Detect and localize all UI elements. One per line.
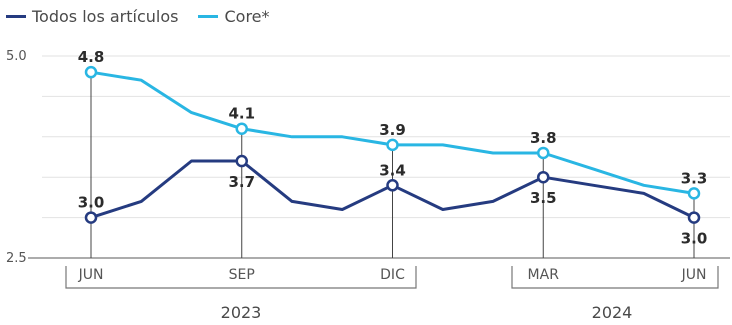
point-marker-s0-1 <box>235 154 248 168</box>
legend-item-todos: Todos los artículos <box>6 7 178 26</box>
y-tick-label-top: 5.0 <box>6 49 27 64</box>
legend-label-todos: Todos los artículos <box>32 6 179 26</box>
point-marker-s0-2 <box>386 179 399 192</box>
data-label-s0-0: 3.0 <box>78 194 105 212</box>
point-marker-s1-2 <box>386 138 399 152</box>
y-tick-label-bottom: 2.5 <box>6 251 27 266</box>
data-label-s0-4: 3.0 <box>681 230 708 248</box>
chart-legend: Todos los artículos Core* <box>6 4 290 28</box>
point-marker-s0-4 <box>687 211 701 224</box>
legend-swatch-todos <box>6 14 26 18</box>
point-marker-s0-0 <box>84 211 98 224</box>
data-label-s1-3: 3.8 <box>530 129 557 147</box>
legend-item-core: Core* <box>198 6 270 26</box>
year-bracket-2024 <box>511 266 719 289</box>
data-label-s1-4: 3.3 <box>681 169 708 187</box>
data-label-s0-3: 3.5 <box>530 189 557 207</box>
point-marker-s1-3 <box>537 146 550 160</box>
x-tick-label-1: SEP <box>229 267 255 283</box>
data-label-s1-2: 3.9 <box>379 121 406 139</box>
x-tick-label-2: DIC <box>380 267 405 283</box>
data-label-s1-0: 4.8 <box>78 48 105 66</box>
year-label-2024: 2024 <box>592 303 633 322</box>
x-tick-label-4: JUN <box>681 267 707 283</box>
year-label-2023: 2023 <box>221 303 262 322</box>
legend-swatch-core <box>198 14 219 18</box>
x-tick-label-0: JUN <box>78 267 104 283</box>
data-label-s1-1: 4.1 <box>228 105 255 123</box>
year-bracket-2023 <box>65 266 417 289</box>
data-label-s0-1: 3.7 <box>228 173 255 191</box>
legend-label-core: Core* <box>224 6 270 26</box>
point-marker-s0-3 <box>537 170 550 184</box>
point-marker-s1-0 <box>84 65 98 79</box>
x-tick-label-3: MAR <box>528 267 560 283</box>
point-marker-s1-1 <box>235 122 248 135</box>
point-marker-s1-4 <box>687 187 701 200</box>
data-label-s0-2: 3.4 <box>379 161 406 179</box>
